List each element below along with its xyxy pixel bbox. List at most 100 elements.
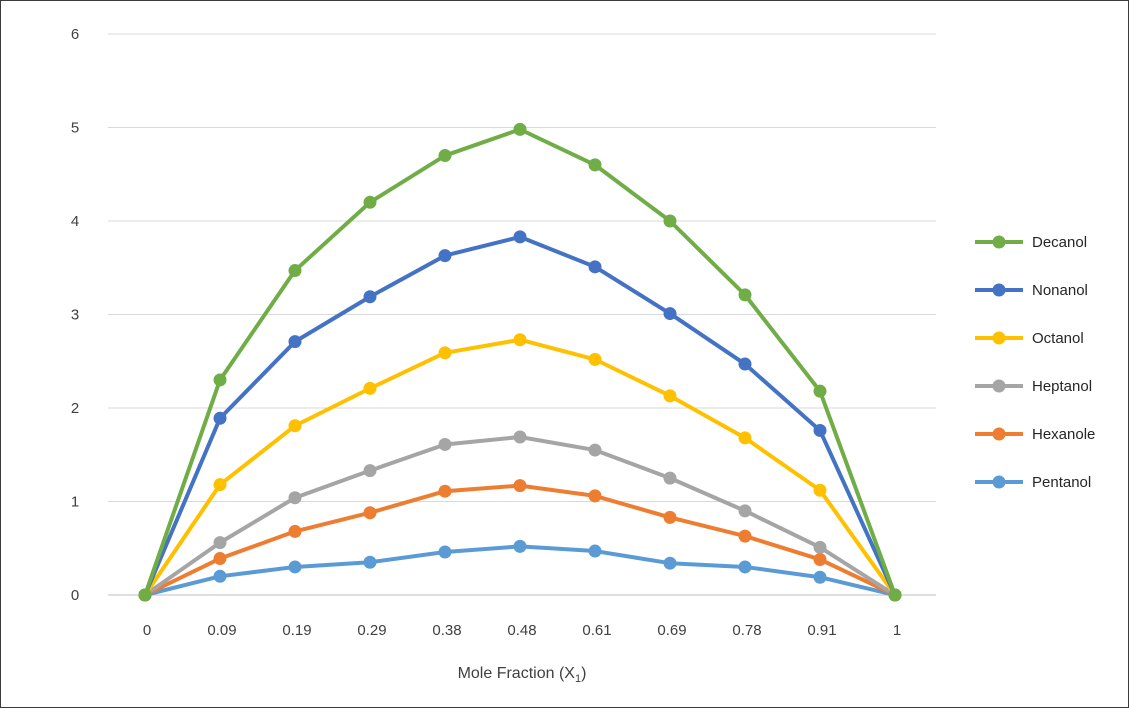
data-point: [288, 264, 302, 278]
legend: Decanol Nonanol Octanol Heptanol Hexanole Pen…: [975, 234, 1095, 491]
data-point: [588, 489, 602, 503]
data-point: [363, 555, 377, 569]
data-point: [738, 529, 752, 543]
data-point: [813, 483, 827, 497]
data-point: [513, 230, 527, 244]
series-heptanol: [138, 430, 902, 602]
data-point: [288, 491, 302, 505]
y-tick-label: 3: [71, 307, 79, 324]
data-point: [588, 158, 602, 172]
data-point: [438, 545, 452, 559]
y-tick-label: 4: [71, 213, 79, 230]
data-point: [588, 544, 602, 558]
x-axis-tick-labels: 0 0.09 0.19 0.29 0.38 0.48 0.61 0.69 0.78 0.91 1: [143, 622, 901, 639]
data-point: [513, 122, 527, 136]
data-point: [663, 307, 677, 321]
legend-swatch-marker: [992, 283, 1006, 297]
data-point: [588, 260, 602, 274]
legend-label: Decanol: [1032, 234, 1087, 251]
data-point: [813, 552, 827, 566]
y-tick-label: 0: [71, 587, 79, 604]
data-point: [813, 570, 827, 584]
y-tick-label: 2: [71, 400, 79, 417]
data-point: [513, 479, 527, 493]
y-tick-label: 5: [71, 120, 79, 137]
data-point: [438, 437, 452, 451]
data-point: [138, 588, 152, 602]
data-point: [663, 556, 677, 570]
data-point: [438, 484, 452, 498]
legend-item-pentanol: Pentanol: [975, 474, 1091, 491]
series-pentanol: [138, 539, 902, 602]
legend-swatch-marker: [992, 475, 1006, 489]
data-point: [738, 560, 752, 574]
data-point: [588, 443, 602, 457]
data-point: [588, 352, 602, 366]
data-point: [663, 471, 677, 485]
x-tick-label: 0.61: [582, 622, 611, 639]
data-point: [663, 389, 677, 403]
data-point: [738, 504, 752, 518]
legend-item-heptanol: Heptanol: [975, 378, 1092, 395]
legend-label: Nonanol: [1032, 282, 1088, 299]
series-lines: [138, 122, 902, 602]
y-tick-label: 1: [71, 494, 79, 511]
data-point: [213, 569, 227, 583]
data-point: [213, 536, 227, 550]
data-point: [363, 381, 377, 395]
data-point: [813, 384, 827, 398]
data-point: [363, 195, 377, 209]
legend-item-octanol: Octanol: [975, 330, 1084, 347]
x-tick-label: 0.38: [432, 622, 461, 639]
legend-label: Heptanol: [1032, 378, 1092, 395]
data-point: [438, 249, 452, 263]
x-tick-label: 1: [893, 622, 901, 639]
x-tick-label: 0.91: [807, 622, 836, 639]
legend-swatch-marker: [992, 331, 1006, 345]
data-point: [513, 539, 527, 553]
data-point: [288, 560, 302, 574]
x-tick-label: 0.48: [507, 622, 536, 639]
legend-item-decanol: Decanol: [975, 234, 1087, 251]
data-point: [213, 411, 227, 425]
data-point: [738, 288, 752, 302]
y-tick-label: 6: [71, 26, 79, 43]
legend-label: Octanol: [1032, 330, 1084, 347]
data-point: [438, 149, 452, 163]
data-point: [288, 419, 302, 433]
data-point: [813, 540, 827, 554]
legend-label: Pentanol: [1032, 474, 1091, 491]
series-decanol: [138, 122, 902, 602]
data-point: [663, 510, 677, 524]
series-line: [143, 127, 897, 597]
data-point: [888, 588, 902, 602]
data-point: [738, 357, 752, 371]
legend-swatch-marker: [992, 427, 1006, 441]
data-point: [813, 423, 827, 437]
x-tick-label: 0.69: [657, 622, 686, 639]
x-axis-title: Mole Fraction (X1): [458, 665, 587, 685]
data-point: [438, 346, 452, 360]
data-point: [288, 524, 302, 538]
legend-item-nonanol: Nonanol: [975, 282, 1088, 299]
legend-swatch-marker: [992, 379, 1006, 393]
data-point: [213, 552, 227, 566]
data-point: [288, 335, 302, 349]
legend-label: Hexanole: [1032, 426, 1095, 443]
series-octanol: [138, 333, 902, 602]
gridlines: [108, 33, 936, 596]
legend-item-hexanole: Hexanole: [975, 426, 1095, 443]
legend-swatch-marker: [992, 235, 1006, 249]
data-point: [513, 430, 527, 444]
x-tick-label: 0.29: [357, 622, 386, 639]
data-point: [213, 478, 227, 492]
data-point: [213, 373, 227, 387]
data-point: [513, 333, 527, 347]
data-point: [663, 214, 677, 228]
x-tick-label: 0.09: [207, 622, 236, 639]
data-point: [363, 506, 377, 520]
series-line: [143, 544, 897, 597]
data-point: [363, 464, 377, 478]
